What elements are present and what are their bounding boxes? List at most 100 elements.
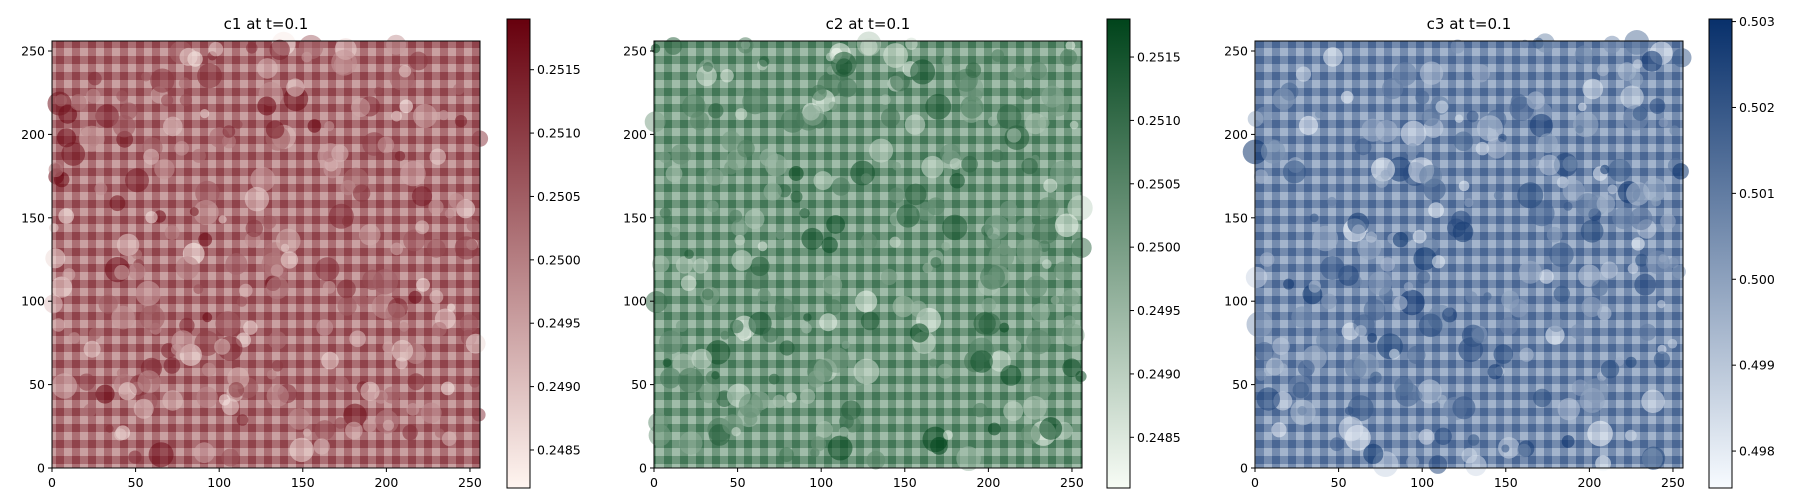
heatmap-blob xyxy=(1612,207,1635,230)
y-tick-label: 50 xyxy=(631,377,647,392)
heatmap-blob xyxy=(1608,158,1632,182)
heatmap-blob xyxy=(1394,377,1414,397)
heatmap-blob xyxy=(1382,78,1404,100)
x-axis-ticks: 0 50 100 150 200 250 xyxy=(1251,468,1685,490)
colorbar-tick-label: 0.2515 xyxy=(1137,50,1181,65)
heatmap-blob xyxy=(343,403,367,427)
heatmap-blob xyxy=(1532,37,1544,49)
heatmap-blob xyxy=(1026,329,1051,355)
y-tick-label: 100 xyxy=(623,294,647,309)
heatmap-blob xyxy=(1020,424,1041,445)
heatmap-blob xyxy=(921,201,931,211)
heatmap-blob xyxy=(999,322,1010,333)
heatmap-blob xyxy=(83,403,97,417)
heatmap-blob xyxy=(856,31,882,56)
heatmap-blob xyxy=(139,305,165,331)
heatmap-blob xyxy=(465,333,486,354)
heatmap-blob xyxy=(340,180,356,196)
heatmap-blob xyxy=(118,382,137,401)
heatmap-blob xyxy=(45,248,66,269)
heatmap-blob xyxy=(644,111,666,133)
heatmap-blob xyxy=(391,339,414,362)
heatmap-blob xyxy=(1579,387,1605,413)
panel-title: c2 at t=0.1 xyxy=(826,15,911,33)
heatmap-blob xyxy=(197,63,222,89)
heatmap-blob xyxy=(799,208,810,219)
heatmap-blob xyxy=(1561,435,1575,448)
heatmap-blob xyxy=(1500,317,1518,335)
x-tick-label: 150 xyxy=(893,475,917,490)
heatmap-blob xyxy=(1501,444,1510,453)
heatmap-blob xyxy=(956,446,981,472)
heatmap-blob xyxy=(1033,218,1059,244)
heatmap-blob xyxy=(1624,30,1650,55)
heatmap-blob xyxy=(1539,269,1554,284)
heatmap-blob xyxy=(196,386,218,408)
heatmap-blob xyxy=(386,34,407,55)
heatmap-blob xyxy=(650,43,661,54)
heatmap-blob xyxy=(652,255,670,273)
heatmap-blob xyxy=(1645,250,1670,275)
heatmap-blob xyxy=(218,394,231,406)
heatmap-blob xyxy=(1672,264,1686,279)
heatmap-blob xyxy=(150,68,175,93)
heatmap-blob xyxy=(1471,327,1488,344)
heatmap-blob xyxy=(324,121,335,132)
heatmap-blob xyxy=(350,97,371,118)
heatmap-blob xyxy=(1452,396,1476,420)
heatmap-blob xyxy=(1368,271,1392,296)
heatmap-blob xyxy=(1418,429,1435,445)
heatmap-blob xyxy=(145,211,158,224)
heatmap-blob xyxy=(243,320,258,335)
heatmap-blob xyxy=(49,223,59,233)
heatmap-blob xyxy=(1607,184,1618,195)
heatmap-blob xyxy=(757,288,771,302)
heatmap-blob xyxy=(1546,226,1563,243)
heatmap-blob xyxy=(1667,338,1678,349)
heatmap-blob xyxy=(772,394,786,408)
heatmap-blob xyxy=(244,186,270,212)
heatmap-blob xyxy=(786,392,797,403)
heatmap-blob xyxy=(965,62,982,78)
heatmap-blob xyxy=(825,52,835,62)
heatmap-blob xyxy=(189,207,199,217)
heatmap-blob xyxy=(1625,356,1637,368)
heatmap-blob xyxy=(1597,64,1609,77)
heatmap-blob xyxy=(1574,45,1593,64)
colorbar-tick-label: 0.2510 xyxy=(1137,113,1181,128)
heatmap-blob xyxy=(61,142,86,166)
heatmap-blob xyxy=(1419,164,1442,188)
heatmap-blob xyxy=(990,149,1004,163)
heatmap-blob xyxy=(125,168,149,193)
heatmap-blob xyxy=(1338,416,1364,442)
heatmap-blob xyxy=(1570,324,1586,340)
heatmap-blob xyxy=(1562,179,1585,202)
heatmap-blob xyxy=(1354,138,1372,156)
heatmap-blob xyxy=(1410,430,1420,440)
heatmap-blob xyxy=(1029,378,1052,400)
heatmap-blob xyxy=(1464,198,1474,208)
heatmap-blob xyxy=(1260,139,1286,164)
heatmap-blob xyxy=(916,202,936,221)
colorbar xyxy=(1708,18,1733,489)
heatmap-blob xyxy=(78,373,96,391)
y-tick-label: 100 xyxy=(1224,294,1248,309)
heatmap-blob xyxy=(1412,391,1423,401)
heatmap-blob xyxy=(729,209,743,223)
heatmap-blob xyxy=(1312,225,1339,252)
heatmap-blob xyxy=(1475,141,1490,156)
heatmap-blob xyxy=(1641,50,1663,72)
heatmap-blob xyxy=(120,102,138,120)
heatmap-blob xyxy=(201,362,216,377)
heatmap-blob xyxy=(774,298,795,318)
heatmap-blob xyxy=(987,422,1001,436)
heatmap-blob xyxy=(779,340,795,356)
heatmap-blob xyxy=(1375,119,1398,143)
heatmap-blob xyxy=(889,236,901,248)
heatmap-blob xyxy=(454,115,468,128)
heatmap-blob xyxy=(162,390,183,411)
heatmap-blob xyxy=(905,37,918,50)
heatmap-blob xyxy=(702,288,714,301)
heatmap-blob xyxy=(1314,110,1324,119)
heatmap-blob xyxy=(1256,387,1281,411)
